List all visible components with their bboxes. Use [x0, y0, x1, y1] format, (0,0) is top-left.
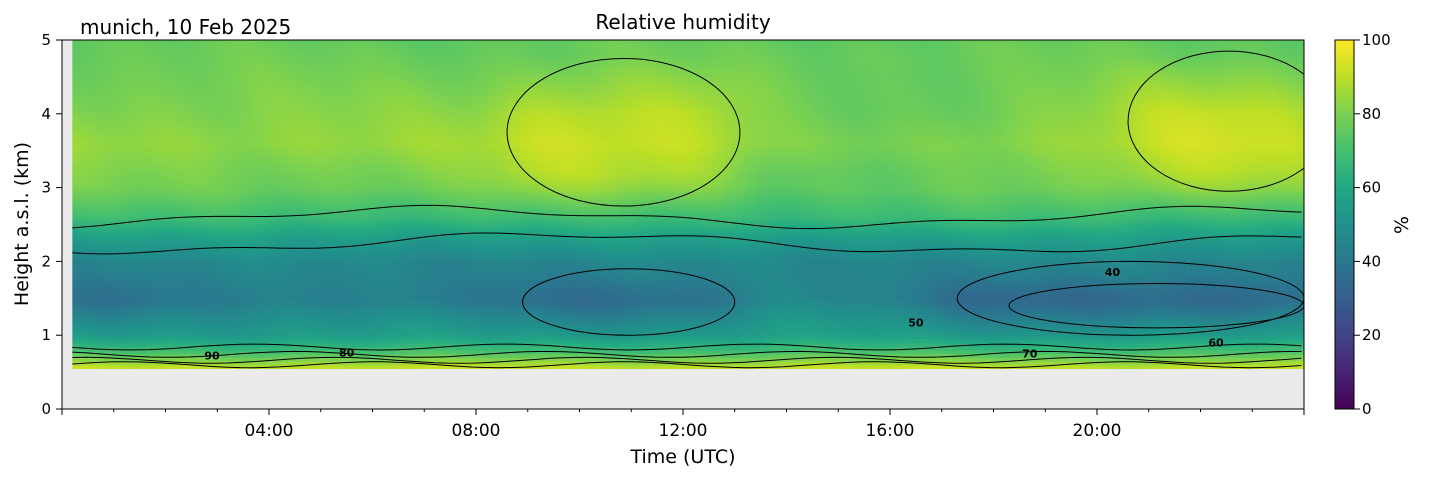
colorbar-tick-label: 20: [1362, 326, 1381, 344]
y-tick-label: 0: [41, 400, 51, 418]
x-axis-label: Time (UTC): [629, 446, 735, 468]
colorbar-tick-label: 80: [1362, 105, 1381, 123]
y-tick-label: 1: [41, 326, 51, 344]
contour-line: [506, 57, 741, 207]
y-axis-label: Height a.s.l. (km): [11, 142, 33, 306]
x-tick-label: 20:00: [1073, 421, 1122, 441]
colorbar-tick-label: 0: [1362, 400, 1372, 418]
contour-labels: 90 80 50 70 40 60: [204, 266, 1224, 362]
contour-line: [72, 232, 1302, 255]
colorbar-ticks: 0 20 40 60 80 100: [1354, 31, 1391, 418]
contour-label-60: 60: [1208, 336, 1224, 349]
y-tick-label: 4: [41, 105, 51, 123]
contour-line: [1127, 50, 1304, 192]
contour-label-40: 40: [1105, 266, 1121, 279]
contour-label-70: 70: [1022, 347, 1038, 360]
colorbar: [1334, 39, 1355, 410]
y-tick-label: 2: [41, 252, 51, 270]
colorbar-label: %: [1391, 216, 1413, 234]
contour-label-80: 80: [339, 347, 355, 360]
colorbar-tick-label: 100: [1362, 31, 1391, 49]
colorbar-tick-label: 60: [1362, 179, 1381, 197]
y-tick-label: 3: [41, 179, 51, 197]
contour-label-90: 90: [204, 350, 220, 363]
x-tick-label: 12:00: [659, 421, 708, 441]
x-tick-label: 16:00: [866, 421, 915, 441]
rh-contours: [72, 50, 1304, 369]
contour-line: [72, 343, 1302, 351]
contour-line: [72, 361, 1302, 369]
contour-line: [72, 350, 1302, 358]
rh-field: [72, 40, 1304, 370]
x-tick-label: 08:00: [452, 421, 501, 441]
y-tick-label: 5: [41, 31, 51, 49]
location-date: munich, 10 Feb 2025: [80, 15, 291, 39]
colorbar-tick-label: 40: [1362, 252, 1381, 270]
contour-label-50: 50: [908, 316, 924, 329]
contour-line: [522, 268, 736, 336]
x-tick-label: 04:00: [245, 421, 294, 441]
contour-line: [72, 204, 1302, 230]
chart-title: Relative humidity: [595, 10, 770, 34]
x-axis: 04:00 08:00 12:00 16:00 20:00: [61, 409, 1305, 441]
y-axis: 0 1 2 3 4 5: [41, 31, 62, 418]
contour-line: [72, 356, 1302, 364]
